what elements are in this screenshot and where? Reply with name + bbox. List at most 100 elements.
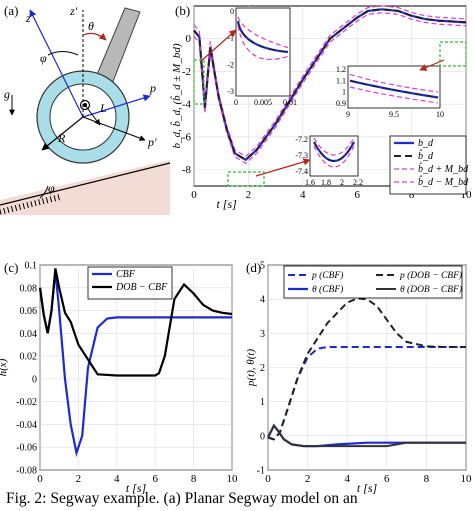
y-tick-label: -2: [182, 66, 191, 78]
zoom-box-2: [227, 171, 265, 187]
zoom-pointer-0: [199, 29, 237, 63]
series-line-1: [38, 268, 233, 377]
x-tick-label: 4: [114, 473, 120, 485]
inset-x-tick: 1.6: [305, 178, 315, 187]
p-axis-arrow: [82, 94, 151, 118]
inset-y-tick: 0: [230, 7, 234, 16]
inset-y-tick: -1: [227, 34, 234, 43]
ground-line: [0, 162, 171, 206]
inset-x-tick: 0.005: [254, 98, 272, 107]
x-tick-label: 0: [37, 473, 43, 485]
zoom-pointer-2: [255, 158, 311, 177]
inset-x-tick: 0.01: [283, 98, 297, 107]
legend-entry: b̂_d: [418, 149, 434, 162]
inset-x-tick: 2: [340, 178, 344, 187]
y-tick-label: 3: [260, 329, 265, 340]
inset-curve: [313, 137, 355, 156]
inset-curve: [313, 145, 355, 168]
inset-y-tick: 1: [342, 88, 346, 97]
inset-2: 1.6 1.8 2 2.2 -7.2 -7.3 -7.4: [295, 135, 363, 187]
x-tick-label: 6: [354, 189, 360, 201]
x-tick-label: 10: [461, 189, 473, 201]
y-tick-label: -0.08: [16, 466, 37, 477]
inset-x-tick: 2.2: [353, 178, 363, 187]
inset-x-tick: 0: [234, 98, 238, 107]
phi-arc: [47, 51, 79, 56]
inset-estimate-curve: [237, 21, 289, 53]
label-g: g: [4, 87, 10, 101]
y-axis-label: p(t), θ(t): [245, 349, 257, 388]
x-tick-label: 4: [344, 473, 350, 485]
x-tick-label: 0: [191, 189, 197, 201]
x-tick-label: 10: [227, 473, 239, 485]
inset-frame: [347, 65, 441, 109]
legend-entry: p (DOB − CBF): [399, 270, 462, 281]
zoom-pointer-1: [419, 59, 445, 71]
y-tick-label: -0.02: [16, 397, 37, 408]
legend-entry: b̂_d + M_bd: [418, 162, 469, 175]
y-tick-label: 0.02: [20, 352, 38, 363]
x-tick-label: 2: [76, 473, 82, 485]
p-prime-axis-arrow: [82, 116, 146, 141]
y-tick-label: 0.1: [25, 261, 38, 272]
inset-x-tick: 1.8: [321, 178, 331, 187]
z-axis-arrow: [29, 9, 84, 118]
y-tick-label: 0: [32, 374, 37, 385]
label-p: p: [149, 81, 156, 95]
y-tick-label: 0: [260, 431, 265, 442]
zoom-box-1: [439, 41, 467, 67]
estimate-line: [193, 8, 467, 162]
inset-y-tick: -7.3: [295, 151, 308, 160]
inset-0: 0 0.005 0.01 0 -1 -2 -3: [227, 7, 297, 107]
inset-y-tick: 1.2: [336, 65, 346, 74]
inset-x-tick: 9: [346, 110, 350, 119]
inset-1: 9 9.5 10 1.2 1.1 1 0.9: [336, 65, 444, 119]
x-tick-label: 6: [384, 473, 390, 485]
inset-frame: [309, 135, 359, 177]
theta-arc: [82, 32, 107, 41]
x-tick-label: 2: [305, 473, 311, 485]
legend-entry: b_d: [418, 138, 434, 149]
y-tick-label: 0.04: [20, 329, 38, 340]
segway-diagram: (a) z z′ θ φ g p p′ R L φ: [0, 3, 171, 215]
inset-y-tick: -7.2: [295, 135, 308, 144]
panel-a-tag: (a): [4, 3, 18, 18]
series-line-3: [267, 423, 466, 448]
ground-slope: [0, 160, 170, 215]
legend-b: [389, 135, 467, 195]
slope-arc: [39, 185, 49, 199]
label-phi: φ: [40, 51, 47, 65]
y-tick-label: 1: [260, 397, 265, 408]
legend-entry: θ (CBF): [312, 284, 343, 295]
panel-d-tag: (d): [246, 260, 261, 275]
y-tick-label: -0.04: [16, 420, 37, 431]
label-theta: θ: [88, 19, 94, 33]
y-tick-label: -1: [257, 466, 265, 477]
legend-entry: DOB − CBF: [115, 282, 168, 293]
x-tick-label: 8: [424, 473, 430, 485]
legend-entry: b̂_d − M_bd: [418, 175, 469, 188]
lower-bound-line: [193, 12, 467, 165]
legend-entry: CBF: [116, 269, 136, 280]
inset-curve: [349, 86, 439, 104]
inset-y-tick: -2: [227, 60, 234, 69]
zoom-box-0: [193, 59, 205, 105]
label-L: L: [99, 101, 107, 115]
y-tick-label: -6: [182, 131, 192, 143]
inset-estimate-curve: [313, 141, 355, 162]
inset-curve: [237, 25, 289, 61]
x-axis-label: t [s]: [357, 481, 378, 495]
label-z-prime: z′: [69, 4, 78, 18]
label-R: R: [57, 131, 66, 145]
inset-curve: [237, 16, 289, 49]
L-arrow: [84, 104, 101, 126]
panel-c-tag: (c): [4, 260, 18, 275]
y-tick-label: -4: [182, 99, 192, 111]
panel-b-tag: (b): [175, 3, 190, 18]
label-slope: φ: [48, 181, 55, 195]
y-tick-label: -0.06: [16, 443, 37, 454]
chart-b: 0 2 4 6 8 100-2-4-6-8t [s]b_d, b̂_d, (b̂_d ± …: [170, 5, 473, 211]
inset-y-tick: -7.4: [295, 167, 308, 176]
